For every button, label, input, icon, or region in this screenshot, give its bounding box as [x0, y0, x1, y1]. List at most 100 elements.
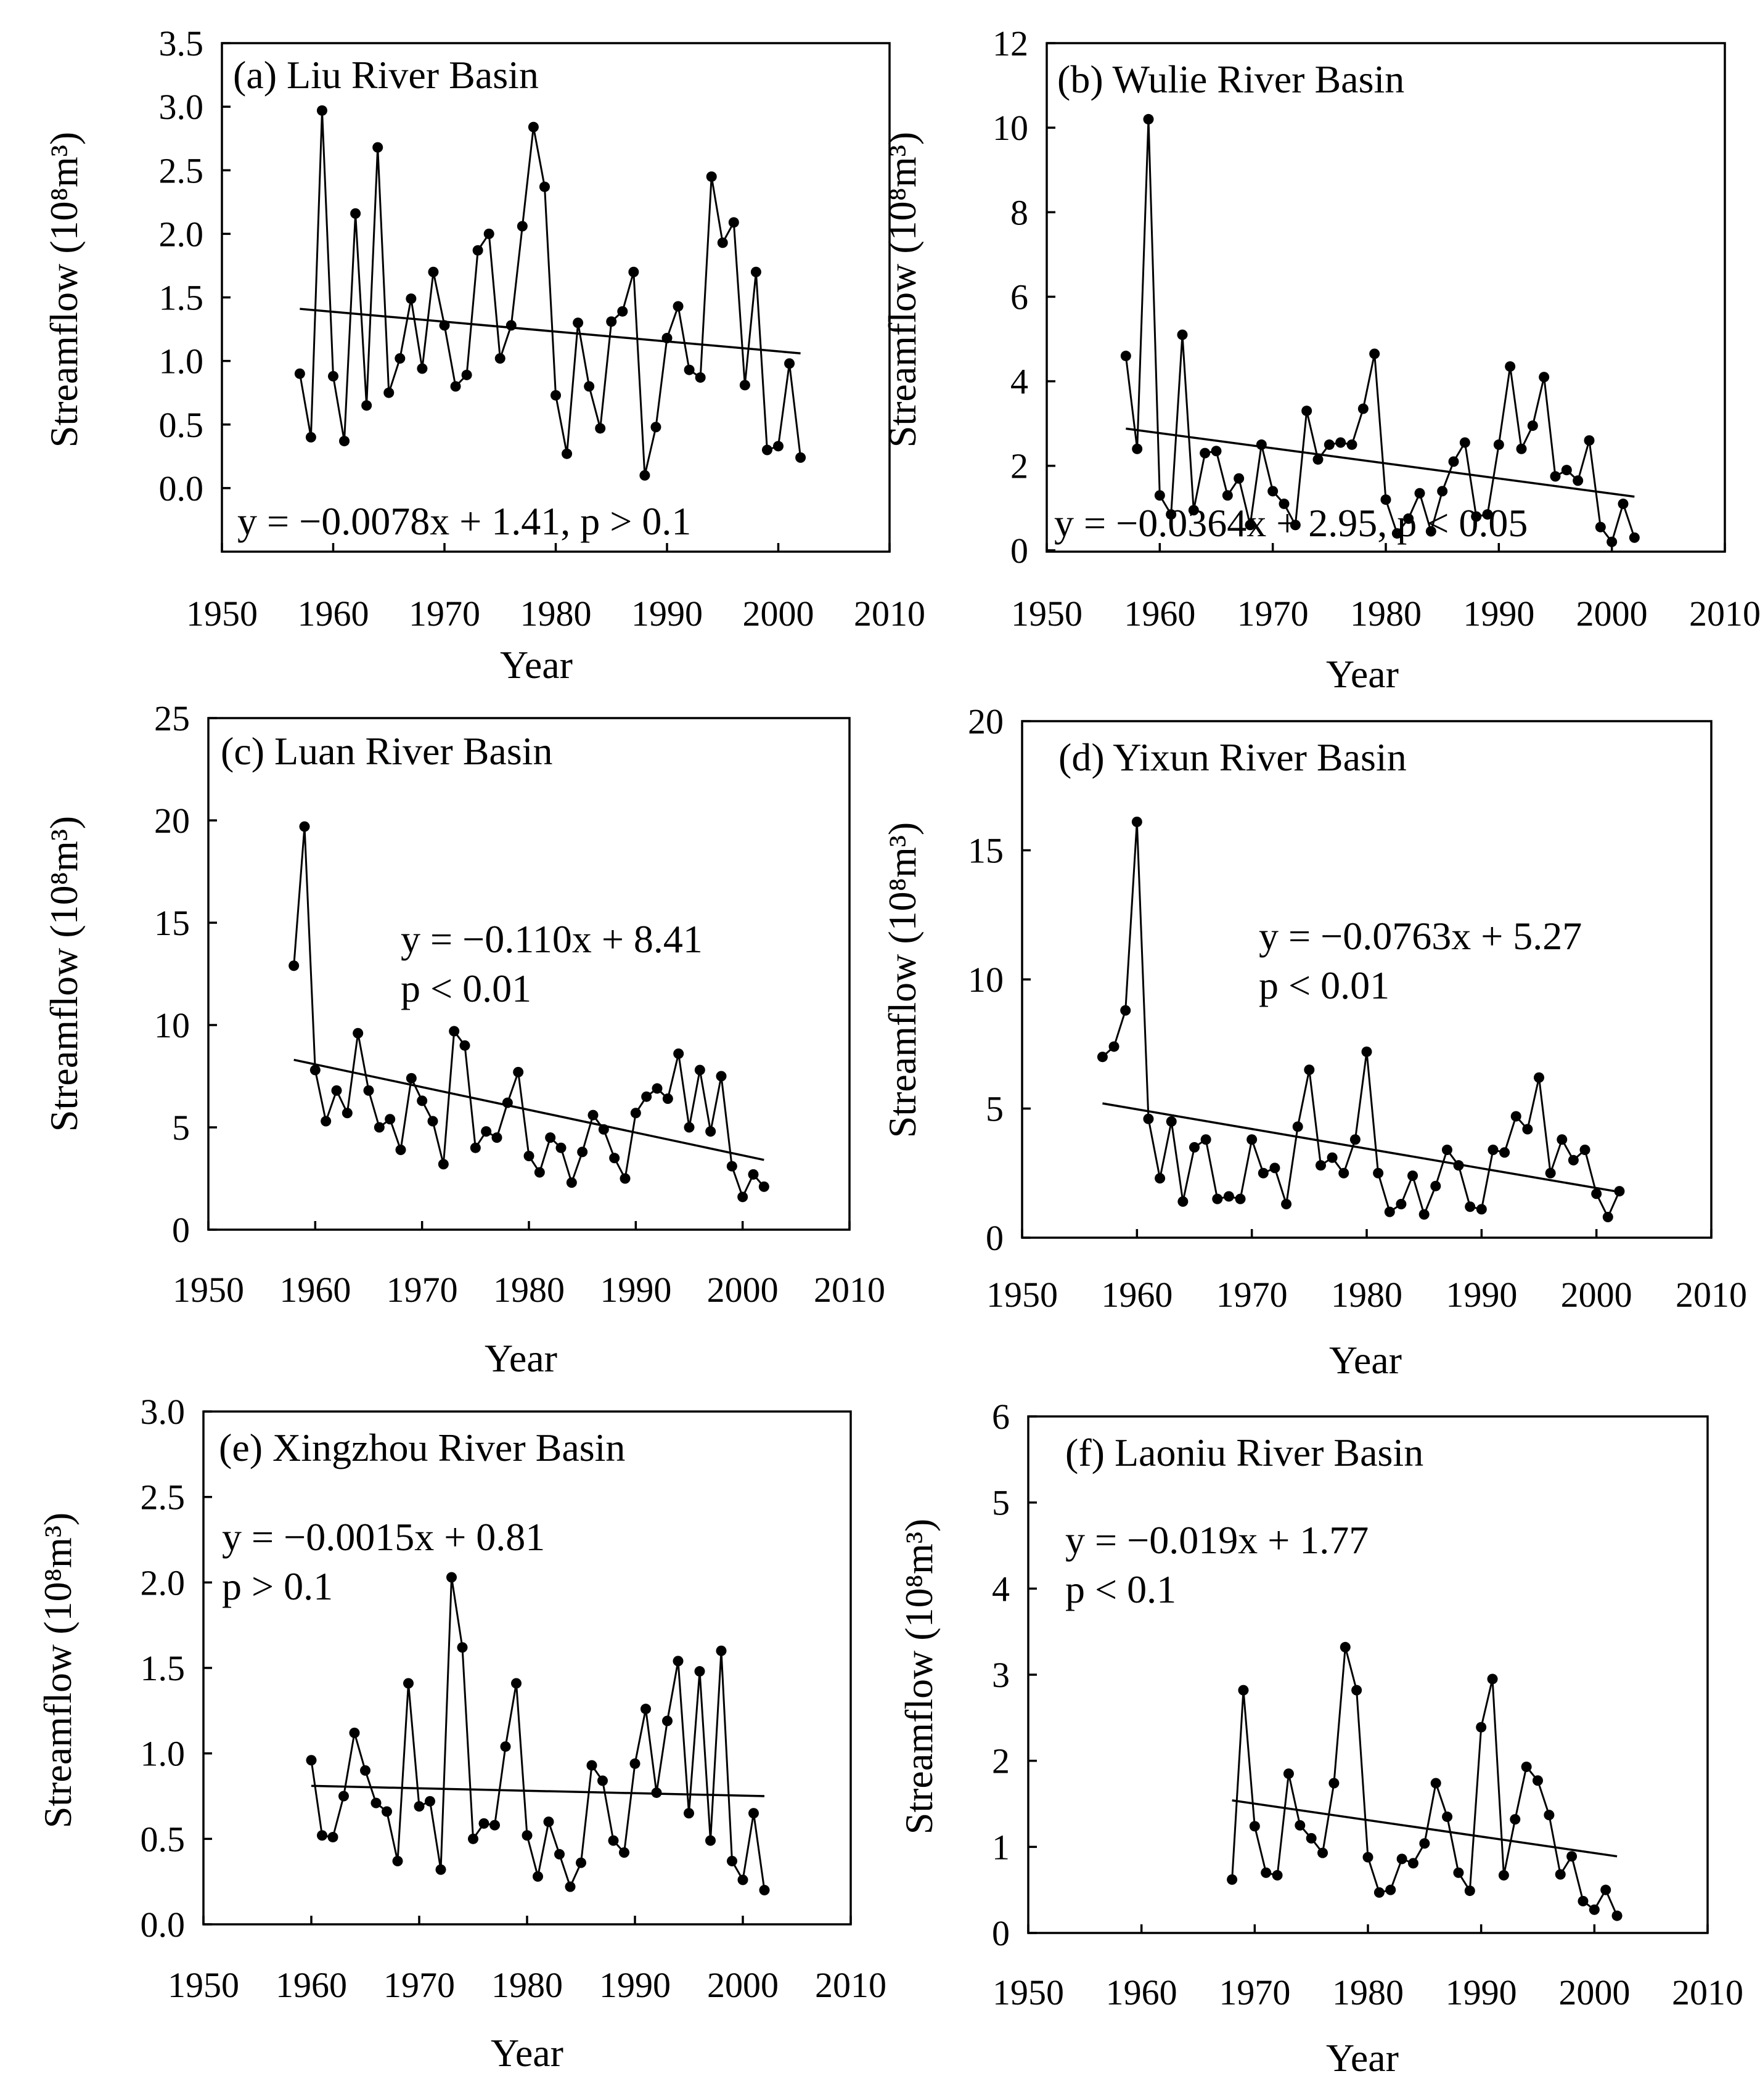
- series-line: [310, 1577, 766, 1890]
- data-point: [294, 368, 305, 379]
- data-point: [650, 422, 661, 433]
- data-point: [1212, 1193, 1223, 1204]
- equation-line-1: y = −0.0763x + 5.27: [1259, 914, 1582, 958]
- y-tick-label: 25: [154, 698, 190, 738]
- data-point: [1177, 329, 1188, 340]
- x-tick-label: 1970: [1216, 1275, 1288, 1315]
- x-tick-label: 1950: [186, 594, 258, 634]
- data-point: [1418, 1209, 1430, 1220]
- data-point: [1234, 473, 1245, 484]
- data-point: [1602, 1211, 1613, 1222]
- data-point: [309, 1064, 321, 1076]
- data-point: [395, 1145, 406, 1156]
- x-tick-label: 2010: [1689, 594, 1760, 634]
- panel-title: (c) Luan River Basin: [221, 729, 553, 773]
- panel-title: (f) Laoniu River Basin: [1065, 1431, 1423, 1474]
- panel-title: (a) Liu River Basin: [233, 53, 539, 97]
- trend: [311, 1784, 765, 1797]
- trend-line: [1126, 427, 1635, 498]
- data-point: [1154, 490, 1165, 501]
- x-axis-title: Year: [500, 643, 573, 687]
- y-tick-label: 1.0: [141, 1734, 186, 1774]
- y-tick-label: 3.0: [141, 1392, 186, 1432]
- data-point: [370, 1797, 382, 1808]
- data-point: [1510, 1814, 1521, 1825]
- data-point: [353, 1028, 364, 1039]
- data-point: [543, 1816, 554, 1828]
- x-tick-label: 2000: [1561, 1275, 1632, 1315]
- data-point: [374, 1122, 385, 1133]
- data-point: [608, 1835, 619, 1846]
- y-ticks: 0 5 10 15 20 25: [154, 698, 217, 1250]
- data-point: [694, 1666, 705, 1677]
- data-point: [306, 1755, 317, 1766]
- data-point: [457, 1642, 468, 1653]
- data-point: [1534, 1072, 1544, 1083]
- data-point: [1403, 513, 1414, 524]
- y-ticks: 0.0 0.5 1.0 1.5 2.0 2.5 3.0 3.5: [159, 23, 231, 509]
- data-point: [1437, 486, 1448, 497]
- data-point: [342, 1108, 353, 1119]
- panel-title: (b) Wulie River Basin: [1057, 57, 1404, 101]
- x-tick-label: 2010: [1676, 1275, 1747, 1315]
- data-point: [629, 1758, 641, 1769]
- data-point: [716, 1071, 727, 1082]
- data-point: [439, 320, 450, 331]
- data-point: [1516, 443, 1527, 454]
- y-tick-label: 0: [986, 1218, 1004, 1258]
- y-tick-label: 0: [1010, 531, 1028, 571]
- y-tick-label: 3: [992, 1655, 1010, 1695]
- data-point: [1177, 1196, 1189, 1207]
- y-tick-label: 3.0: [159, 87, 204, 127]
- y-tick-label: 2: [1010, 446, 1028, 486]
- data-point: [1188, 505, 1199, 516]
- y-tick-label: 5: [172, 1108, 190, 1148]
- y-ticks: 0 1 2 3 4 5 6: [992, 1397, 1037, 1953]
- y-tick-label: 10: [154, 1005, 190, 1045]
- data-point: [1373, 1887, 1385, 1898]
- data-point: [489, 1820, 500, 1831]
- data-point: [705, 1835, 716, 1846]
- data-point: [1459, 437, 1470, 448]
- data-point: [597, 1775, 608, 1786]
- data-point: [748, 1169, 759, 1180]
- data-point: [652, 1083, 663, 1094]
- x-tick-label: 1980: [1331, 1275, 1402, 1315]
- data-point: [1539, 372, 1550, 383]
- data-point: [1464, 1886, 1475, 1897]
- data-point: [528, 121, 539, 133]
- data-point: [1448, 456, 1459, 467]
- x-tick-label: 1970: [1219, 1972, 1290, 2012]
- x-tick-label: 1980: [520, 594, 592, 634]
- data-point: [1281, 1199, 1292, 1210]
- x-tick-label: 1990: [1446, 1275, 1517, 1315]
- data-point: [468, 1833, 478, 1844]
- data-point: [511, 1678, 522, 1689]
- data-point: [566, 1177, 577, 1188]
- y-tick-label: 1.0: [159, 341, 204, 382]
- trend: [1126, 427, 1635, 498]
- data-point: [1315, 1160, 1326, 1171]
- data-point: [478, 1818, 489, 1829]
- data-point: [1340, 1641, 1351, 1653]
- data-point: [606, 316, 617, 327]
- x-tick-label: 1950: [993, 1972, 1064, 2012]
- data-point: [406, 293, 417, 304]
- data-point: [1362, 1852, 1373, 1863]
- data-point: [1155, 1173, 1166, 1184]
- data-point: [360, 1765, 370, 1776]
- y-tick-label: 2.5: [141, 1477, 186, 1518]
- data-point: [1349, 1134, 1361, 1145]
- data-point: [1227, 1874, 1238, 1885]
- y-tick-label: 2: [992, 1741, 1010, 1781]
- data-point: [500, 1741, 511, 1752]
- data-point: [595, 423, 606, 434]
- data-point: [1304, 1064, 1315, 1076]
- panel-f: (f) Laoniu River Basin y = −0.019x + 1.7…: [897, 1397, 1743, 2080]
- data-point: [523, 1150, 534, 1161]
- data-point: [1505, 361, 1516, 372]
- x-ticks: 1950 1960 1970 1980 1990 2000 2010: [986, 1229, 1747, 1315]
- series-line: [293, 826, 765, 1199]
- data-point: [617, 306, 628, 317]
